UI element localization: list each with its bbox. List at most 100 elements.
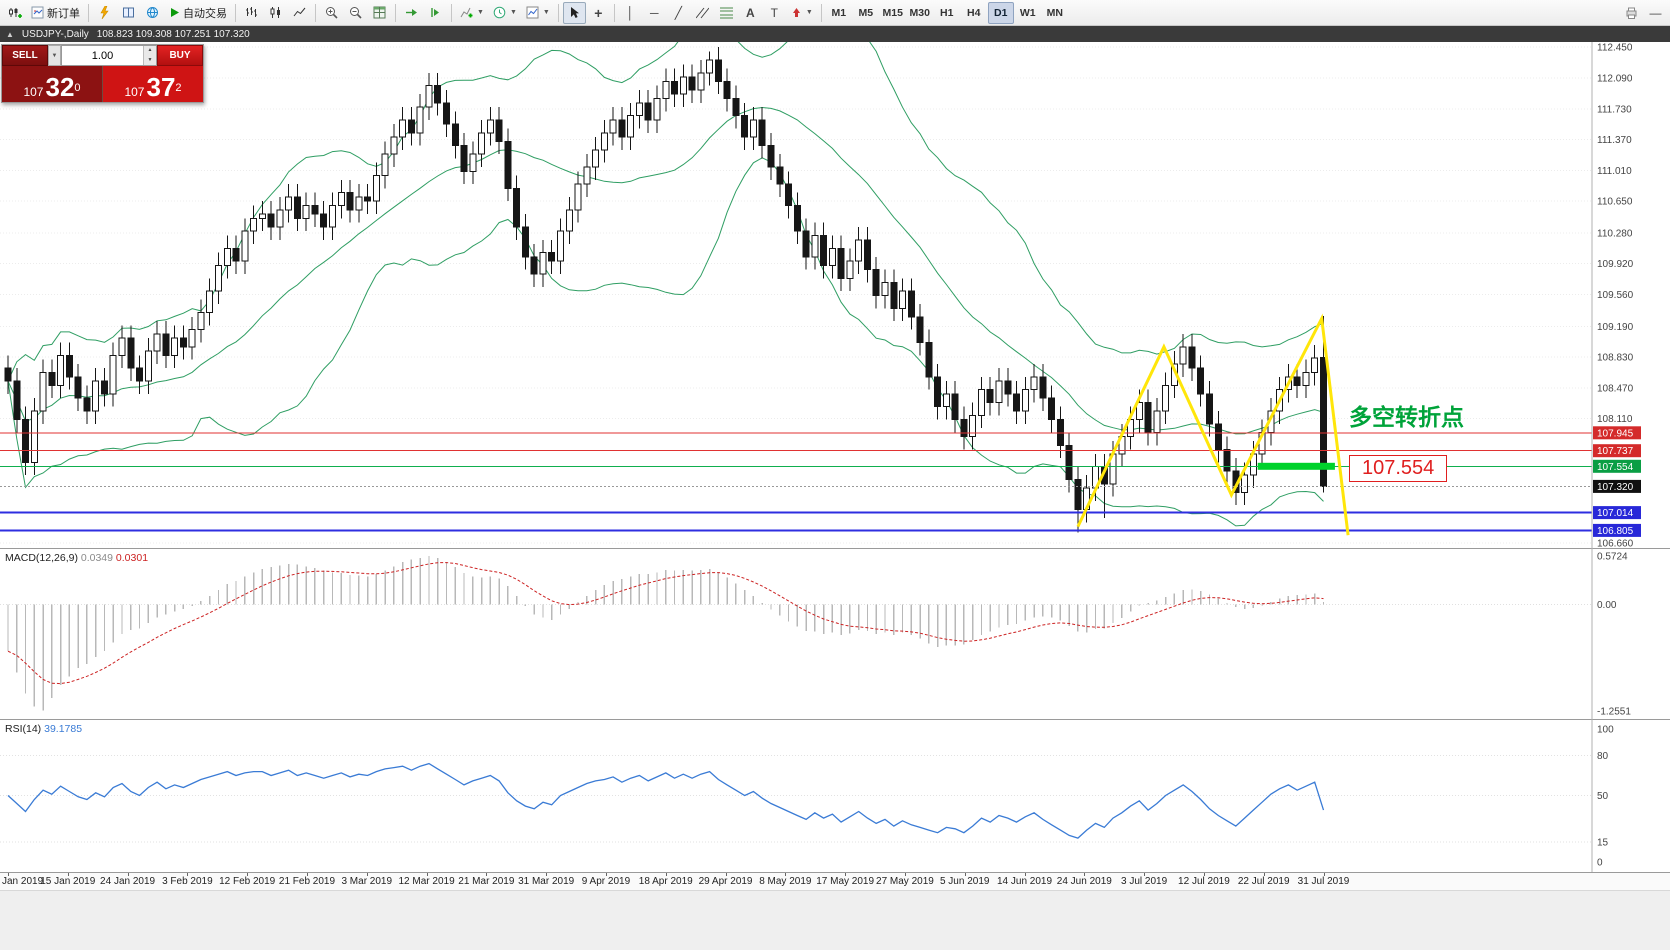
sell-price-integer: 107 <box>23 85 44 99</box>
timeframe-m1-button[interactable]: M1 <box>826 2 852 24</box>
new-order-icon <box>31 6 44 19</box>
trendline-tool-button[interactable]: ╱ <box>667 2 690 24</box>
fibonacci-tool-button[interactable] <box>715 2 738 24</box>
rsi-value: 39.1785 <box>44 723 83 735</box>
add-indicator-button[interactable]: ▼ <box>456 2 488 24</box>
horizontal-line-icon: ─ <box>650 5 659 20</box>
arrow-shape-icon <box>792 8 800 17</box>
lot-size-input[interactable] <box>62 46 143 65</box>
svg-text:0: 0 <box>1597 858 1603 869</box>
auto-trading-label: 自动交易 <box>183 7 227 20</box>
time-axis-tick <box>964 873 966 876</box>
market-button[interactable] <box>117 2 140 24</box>
collapse-icon[interactable]: ▲ <box>6 29 14 39</box>
time-axis[interactable]: Jan 2019 15 Jan 2019 24 Jan 2019 3 Feb 2019… <box>0 872 1670 890</box>
auto-scroll-button[interactable] <box>400 2 423 24</box>
macd-value-signal: 0.0301 <box>115 552 149 564</box>
svg-text:50: 50 <box>1597 791 1609 802</box>
macd-value-main: 0.0349 <box>80 552 113 564</box>
time-axis-tick <box>904 873 906 876</box>
time-axis-label: 31 Jul 2019 <box>1297 876 1350 887</box>
order-type-dropdown-button[interactable]: ▼ <box>48 45 61 66</box>
channel-tool-button[interactable] <box>691 2 714 24</box>
cursor-icon <box>570 7 579 18</box>
timeframe-d1-button[interactable]: D1 <box>987 1 1014 24</box>
rsi-indicator-panel[interactable]: 100 80 50 15 0 <box>0 719 1670 872</box>
new-order-button[interactable]: 新订单 <box>27 2 84 24</box>
community-button[interactable] <box>141 2 164 24</box>
lot-decrease-button[interactable]: ▼ <box>144 55 156 65</box>
bar-chart-type-button[interactable] <box>240 2 263 24</box>
cursor-tool-button[interactable] <box>562 1 586 24</box>
buy-price-button[interactable]: 107 37 2 <box>103 66 203 102</box>
tile-windows-button[interactable] <box>368 2 391 24</box>
new-chart-button[interactable] <box>3 2 26 24</box>
svg-text:107.737: 107.737 <box>1597 446 1634 457</box>
chart-shift-button[interactable] <box>424 2 447 24</box>
macd-indicator-panel[interactable]: 0.5724 0.00 -1.2551 <box>0 548 1670 719</box>
sell-price-button[interactable]: 107 32 0 <box>2 66 103 102</box>
toolbar-separator <box>613 3 615 22</box>
candles-layer <box>4 47 1327 533</box>
toolbar: 新订单 自动交易 <box>0 0 1670 26</box>
auto-trading-button[interactable]: 自动交易 <box>165 2 231 24</box>
candlestick-type-button[interactable] <box>264 2 287 24</box>
turning-point-annotation[interactable]: 多空转折点 <box>1349 404 1464 430</box>
print-button[interactable] <box>1620 2 1643 24</box>
toolbar-separator <box>557 3 559 22</box>
zoom-in-button[interactable] <box>320 2 343 24</box>
zoom-out-icon <box>350 7 362 19</box>
chevron-down-icon: ▼ <box>805 9 813 16</box>
play-icon <box>171 8 179 17</box>
svg-text:110.280: 110.280 <box>1597 228 1633 239</box>
time-axis-tick <box>1024 873 1026 876</box>
lot-increase-button[interactable]: ▲ <box>144 46 156 56</box>
timeframe-h1-button[interactable]: H1 <box>934 2 960 24</box>
templates-button[interactable]: ▼ <box>522 2 554 24</box>
svg-text:111.010: 111.010 <box>1597 166 1632 177</box>
chart-symbol-title: USDJPY-,Daily <box>21 28 89 40</box>
timeframe-w1-button[interactable]: W1 <box>1015 2 1041 24</box>
time-axis-tick <box>67 873 69 876</box>
line-chart-type-button[interactable] <box>288 2 311 24</box>
price-chart-panel[interactable]: 112.450 112.090 111.730 111.370 111.010 110.6… <box>0 42 1670 548</box>
time-axis-tick <box>725 873 727 876</box>
text-tool-button[interactable]: A <box>739 2 762 24</box>
label-tool-icon: T <box>770 5 778 20</box>
timeframe-m15-button[interactable]: M15 <box>880 2 906 24</box>
horizontal-line-tool-button[interactable]: ─ <box>643 2 666 24</box>
svg-text:106.660: 106.660 <box>1597 538 1634 548</box>
toolbar-separator <box>451 3 452 22</box>
vertical-line-icon: │ <box>626 5 635 20</box>
time-axis-tick <box>546 873 548 876</box>
time-axis-label: 31 Mar 2019 <box>518 876 575 887</box>
window-minimize-button[interactable]: — <box>1644 2 1667 24</box>
svg-text:109.190: 109.190 <box>1597 322 1634 333</box>
vertical-line-tool-button[interactable]: │ <box>619 2 642 24</box>
periods-button[interactable]: ▼ <box>489 2 521 24</box>
chevron-down-icon: ▼ <box>51 52 58 59</box>
line-chart-icon <box>293 7 306 17</box>
zoom-out-button[interactable] <box>344 2 367 24</box>
text-label-tool-button[interactable]: T <box>763 2 786 24</box>
arrows-tool-button[interactable]: ▼ <box>787 2 817 24</box>
timeframe-m5-button[interactable]: M5 <box>853 2 879 24</box>
time-axis-label: 12 Jul 2019 <box>1178 876 1230 887</box>
mql-community-button[interactable] <box>93 2 116 24</box>
buy-button[interactable]: BUY <box>157 45 203 66</box>
price-callout-label[interactable]: 107.554 <box>1349 455 1448 482</box>
timeframe-m30-button[interactable]: M30 <box>907 2 933 24</box>
candlestick-chart[interactable]: 112.450 112.090 111.730 111.370 111.010 110.6… <box>0 42 1670 548</box>
time-axis-label: 22 Jul 2019 <box>1237 876 1290 887</box>
time-axis-label: 24 Jan 2019 <box>100 876 156 887</box>
timeframe-mn-button[interactable]: MN <box>1042 2 1068 24</box>
time-axis-label: 3 Jul 2019 <box>1121 876 1168 887</box>
svg-text:107.320: 107.320 <box>1597 482 1634 493</box>
sell-button[interactable]: SELL <box>2 45 48 66</box>
time-axis-label: 12 Mar 2019 <box>398 876 455 887</box>
timeframe-h4-button[interactable]: H4 <box>961 2 987 24</box>
time-axis-tick <box>187 873 189 876</box>
rsi-name: RSI(14) <box>5 723 42 735</box>
zoom-in-icon <box>326 7 338 19</box>
crosshair-tool-button[interactable]: + <box>587 2 610 24</box>
